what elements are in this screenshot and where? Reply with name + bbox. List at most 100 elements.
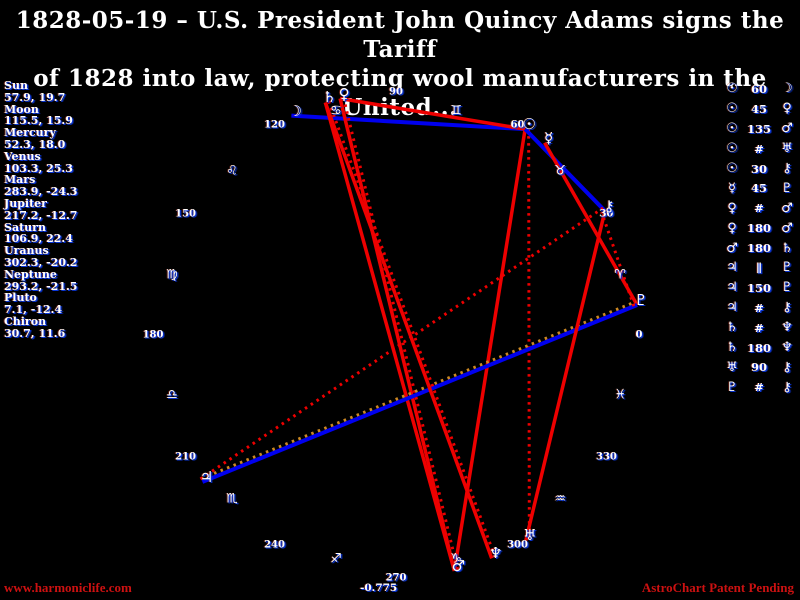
degree-label-180: 180	[142, 329, 164, 341]
aspect-planet2-glyph: ♂	[781, 200, 793, 216]
aspect-row: ♃ 150 ♇	[722, 278, 798, 298]
sign-glyph-scorpio: ♏	[226, 491, 238, 507]
degree-label-270: 270	[385, 572, 407, 584]
aspect-line-mars-saturn	[323, 102, 457, 572]
planet-glyph-uranus: ♅	[523, 526, 537, 545]
planet-coords-chiron: 30.7, 11.6	[4, 326, 66, 340]
planet-name-jupiter: Jupiter	[4, 196, 47, 210]
aspect-line-sun-chiron	[523, 127, 607, 213]
planet-coords-sun: 57.9, 19.7	[4, 90, 66, 104]
aspect-planet1-glyph: ♀	[727, 220, 737, 236]
planet-coords-neptune: 293.2, -21.5	[4, 279, 78, 293]
sign-glyph-capricorn: ♑	[450, 551, 462, 567]
aspect-planet2-glyph: ♆	[781, 340, 793, 356]
aspect-planet1-glyph: ☉	[726, 161, 738, 176]
website-watermark-link[interactable]: www.harmoniclife.com	[4, 580, 132, 595]
aspect-line-jupiter-pluto	[200, 300, 637, 481]
aspect-symbol: 150	[746, 280, 771, 295]
planet-coords-uranus: 302.3, -20.2	[4, 255, 78, 269]
planet-name-sun: Sun	[4, 79, 28, 92]
aspect-symbol: 180	[746, 221, 771, 236]
aspect-line-venus-mars	[338, 98, 457, 572]
degree-label-300: 300	[507, 539, 528, 551]
aspect-line-sun-mars	[452, 128, 527, 572]
chart-offset-value: -0.775	[360, 582, 398, 594]
aspect-row: ♀ 180 ♂	[722, 218, 798, 238]
aspect-planet2-glyph: ⚷	[782, 359, 792, 375]
aspect-row: ♃ ∥ ♇	[722, 258, 798, 278]
aspect-planet2-glyph: ♆	[781, 320, 793, 336]
aspect-row: ☉ 45 ♀	[722, 99, 798, 119]
planet-name-venus: Venus	[4, 149, 41, 163]
planet-glyph-venus: ♀	[338, 84, 350, 103]
aspect-planet1-glyph: ♇	[726, 379, 738, 395]
aspect-planet1-glyph: ♅	[726, 359, 738, 375]
degree-label-0: 0	[635, 329, 643, 341]
planet-coords-saturn: 106.9, 22.4	[4, 232, 73, 246]
aspect-planet1-glyph: ☿	[728, 180, 736, 196]
planet-glyph-sun: ☉	[522, 115, 536, 134]
aspect-symbol: #	[754, 141, 764, 156]
aspect-row: ♄ 180 ♆	[722, 338, 798, 358]
sign-glyph-aquarius: ♒	[554, 491, 566, 507]
degree-label-120: 120	[264, 119, 285, 131]
aspect-symbol: ∥	[755, 260, 763, 275]
planet-coords-moon: 115.5, 15.9	[4, 114, 73, 128]
planet-coords-pluto: 7.1, -12.4	[4, 303, 63, 317]
planet-position-list: Sun 57.9, 19.7 Moon 115.5, 15.9 Mercury 52.3,…	[4, 80, 77, 340]
aspect-planet2-glyph: ♇	[781, 260, 793, 276]
aspect-symbol: #	[754, 201, 764, 216]
aspect-row: ☉ # ♅	[722, 139, 798, 159]
sign-glyph-gemini: ♊	[450, 103, 462, 119]
aspect-planet2-glyph: ♀	[782, 101, 792, 117]
aspect-planet1-glyph: ♃	[726, 280, 738, 296]
aspect-planet2-glyph: ♇	[781, 280, 793, 296]
planet-glyph-mars: ♂	[451, 556, 466, 575]
planet-coords-mars: 283.9, -24.3	[4, 185, 78, 199]
aspect-planet1-glyph: ♀	[727, 200, 737, 216]
aspect-symbol: 135	[746, 121, 771, 136]
aspect-planet1-glyph: ♄	[726, 340, 738, 356]
planet-name-moon: Moon	[4, 102, 39, 116]
chart-title-line1: 1828-05-19 – U.S. President John Quincy …	[15, 7, 785, 63]
aspect-planet2-glyph: ♂	[781, 121, 793, 137]
aspect-planet1-glyph: ♃	[726, 260, 738, 276]
aspect-planet1-glyph: ☉	[726, 101, 738, 117]
planet-glyph-jupiter: ♃	[199, 467, 214, 486]
degree-label-90: 90	[389, 86, 403, 98]
aspect-planet2-glyph: ⚷	[782, 300, 792, 316]
aspect-row: ☉ 30 ⚷	[722, 159, 798, 179]
planet-name-saturn: Saturn	[4, 220, 46, 234]
aspect-row: ☉ 60 ☽	[722, 79, 798, 99]
aspect-planet1-glyph: ♄	[726, 320, 738, 336]
degree-label-30: 30	[599, 208, 614, 219]
degree-label-240: 240	[264, 539, 285, 551]
planet-name-mercury: Mercury	[4, 126, 56, 140]
aspect-planet2-glyph: ☽	[781, 81, 793, 97]
aspect-symbol: #	[754, 380, 764, 395]
aspect-symbol: 30	[750, 161, 767, 176]
aspect-symbol: 45	[750, 181, 767, 196]
aspect-line-sun-uranus	[527, 129, 531, 541]
planet-glyph-saturn: ♄	[322, 88, 337, 107]
aspect-planet1-glyph: ♂	[726, 240, 738, 256]
sign-glyph-cancer: ♋	[330, 103, 342, 119]
aspect-row: ♀ # ♂	[722, 198, 798, 218]
aspect-line-venus-mars	[342, 97, 460, 571]
aspect-row: ♄ # ♆	[722, 318, 798, 338]
aspect-planet2-glyph: ⚷	[782, 379, 792, 395]
aspect-symbol: 90	[750, 360, 767, 375]
planet-name-uranus: Uranus	[4, 244, 49, 258]
planet-coords-mercury: 52.3, 18.0	[4, 137, 66, 151]
planet-coords-venus: 103.3, 25.3	[4, 161, 73, 175]
aspect-symbol: 180	[746, 241, 771, 256]
degree-label-150: 150	[175, 208, 196, 219]
aspect-symbol: 60	[750, 81, 767, 96]
chart-title: 1828-05-19 – U.S. President John Quincy …	[0, 6, 800, 122]
aspect-symbol: #	[754, 300, 764, 315]
aspect-planet2-glyph: ♄	[781, 240, 793, 256]
sign-glyph-leo: ♌	[226, 163, 238, 179]
aspect-symbol: #	[754, 320, 764, 335]
